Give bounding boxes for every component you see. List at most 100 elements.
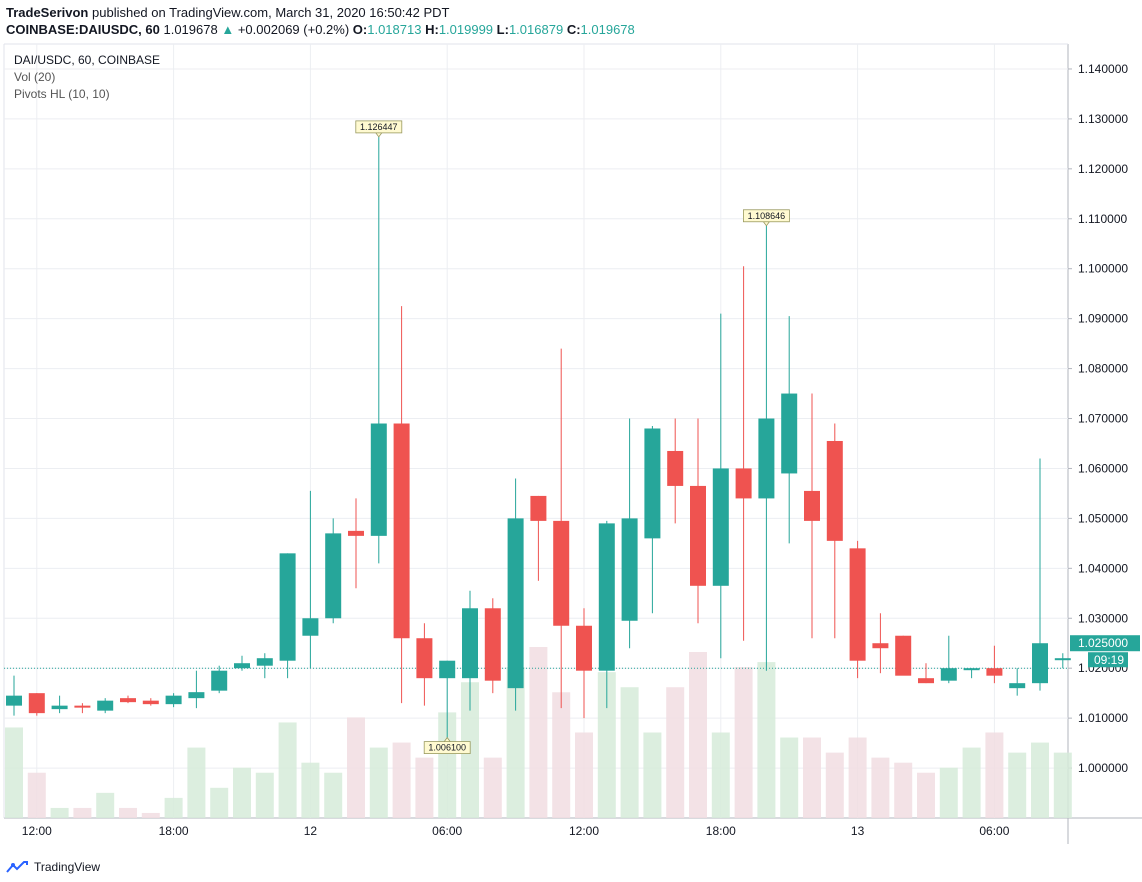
volume-bar [369,747,388,818]
y-tick-label: 1.120000 [1078,162,1128,176]
candle-body [393,423,410,639]
published-text: published on TradingView.com, March 31, … [92,5,450,20]
candle-body [781,393,798,474]
volume-bar [575,732,593,818]
open-value: 1.018713 [367,22,422,37]
candle-body [325,533,342,619]
candle-body [598,523,615,671]
symbol-label: COINBASE:DAIUSDC, 60 [6,22,160,37]
change-arrow-icon: ▲ [221,22,235,37]
volume-bar [917,772,935,818]
tradingview-logo[interactable]: TradingView [6,860,100,874]
pivot-label-box [423,741,471,755]
y-tick-label: 1.000000 [1078,761,1128,775]
y-tick-label: 1.070000 [1078,412,1128,426]
candle-body [530,495,547,521]
y-tick-label: 1.130000 [1078,112,1128,126]
candle-body [986,668,1003,676]
volume-bar [780,737,799,818]
countdown-tag [1088,652,1128,668]
volume-bar [347,717,365,818]
volume-bar [50,807,69,818]
x-tick-label: 13 [851,824,865,838]
volume-bar [119,807,137,818]
volume-bar [164,797,183,818]
volume-bar [803,737,821,818]
volume-bar [597,672,616,818]
y-tick-label: 1.050000 [1078,511,1128,525]
volume-bar [1053,752,1072,818]
candle-body [667,450,684,486]
pivot-pointer [375,132,383,138]
candle-body [97,700,114,711]
candle-body [484,608,501,681]
pivot-label: 1.108646 [748,211,786,221]
x-tick-label: 12:00 [22,824,52,838]
candle-body [462,608,478,679]
candle-body [918,678,934,684]
candle-body [895,635,912,676]
volume-bar [825,752,844,818]
y-tick-label: 1.040000 [1078,561,1128,575]
pivot-label-box [355,120,403,134]
y-tick-label: 1.090000 [1078,312,1128,326]
volume-bar [392,742,411,818]
y-tick-label: 1.080000 [1078,362,1128,376]
y-tick-label: 1.140000 [1078,62,1128,76]
volume-bar [985,732,1004,818]
last-price-tag-label: 1.025000 [1078,636,1128,650]
volume-bar [552,692,571,818]
volume-bar [483,757,502,818]
candle-body [1054,658,1071,661]
candle-body [165,695,182,705]
candle-body [712,468,729,586]
volume-bar [711,732,730,818]
volume-bar [939,767,958,818]
candle-body [1009,683,1026,689]
pivot-label: 1.006100 [428,743,466,753]
publisher-name[interactable]: TradeSerivon [6,5,89,20]
candle-body [416,638,433,679]
volume-bar [529,647,548,818]
candle-body [74,705,91,708]
volume-bar [255,772,274,818]
volume-bar [324,772,343,818]
candle-body [758,418,775,499]
volume-bar [187,747,206,818]
volume-bar [506,667,525,818]
x-tick-label: 06:00 [979,824,1009,838]
volume-indicator-label[interactable]: Vol (20) [14,70,56,84]
y-tick-label: 1.010000 [1078,711,1128,725]
volume-bar [73,807,92,818]
candle-body [553,520,570,626]
candle-body [735,468,752,499]
volume-bar [666,687,685,818]
tradingview-icon [6,861,28,873]
x-tick-label: 18:00 [159,824,189,838]
chart-title[interactable]: DAI/USDC, 60, COINBASE [14,53,161,67]
x-tick-label: 12 [304,824,318,838]
volume-bar [210,787,229,818]
countdown-tag-label: 09:19 [1094,653,1124,667]
price-change: +0.002069 (+0.2%) [237,22,350,37]
candle-body [120,698,136,703]
candle-body [940,668,957,681]
candle-body [51,705,68,710]
volume-bar [1031,742,1049,818]
close-label: C: [566,22,581,37]
candle-body [826,440,843,541]
volume-bar [871,757,890,818]
volume-bar [643,732,662,818]
volume-bar [5,727,23,818]
candle-body [28,693,45,714]
candle-body [963,668,980,671]
last-price-tag [1070,635,1140,652]
y-tick-label: 1.110000 [1078,212,1127,226]
candle-body [348,530,364,536]
candle-body [690,485,706,586]
pivots-indicator-label[interactable]: Pivots HL (10, 10) [14,87,110,101]
candle-body [1032,643,1048,684]
volume-bar [734,667,753,818]
candle-body [234,663,250,669]
